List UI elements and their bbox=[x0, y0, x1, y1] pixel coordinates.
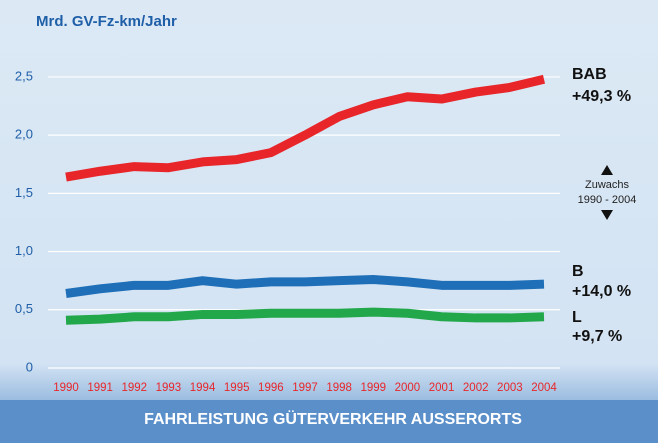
x-tick-label: 1999 bbox=[360, 382, 386, 394]
x-tick-label: 1991 bbox=[87, 382, 113, 394]
x-tick-label: 1994 bbox=[190, 382, 216, 394]
line bbox=[65, 307, 545, 325]
x-tick-label: 1995 bbox=[224, 382, 250, 394]
y-tick-label: 1,5 bbox=[15, 185, 33, 200]
x-tick-label: 1996 bbox=[258, 382, 284, 394]
y-tick-label: 0 bbox=[26, 359, 33, 374]
annotation: 1990 - 2004 bbox=[578, 194, 637, 206]
change-label: +49,3 % bbox=[572, 88, 631, 105]
x-tick-label: 1993 bbox=[156, 382, 182, 394]
annotation: Zuwachs bbox=[585, 179, 630, 191]
plot: 0 0,5 1,0 1,5 2,0 2,5 1990 1991 1992 1993 1994 1995… bbox=[15, 66, 631, 394]
arrow-down bbox=[601, 210, 613, 220]
line bbox=[65, 74, 546, 182]
x-tick-label: 2001 bbox=[429, 382, 455, 394]
y-tick-label: 2,0 bbox=[15, 127, 33, 142]
change-label: +14,0 % bbox=[572, 283, 631, 300]
legend-label: L bbox=[572, 309, 582, 326]
y-tick-label: 1,0 bbox=[15, 243, 33, 258]
line bbox=[65, 275, 545, 298]
x-tick-label: 1990 bbox=[53, 382, 79, 394]
footer-band bbox=[0, 400, 658, 443]
x-tick-label: 2003 bbox=[497, 382, 523, 394]
x-tick-label: 2002 bbox=[463, 382, 489, 394]
x-tick-label: 2004 bbox=[531, 382, 557, 394]
x-tick-label: 1997 bbox=[292, 382, 318, 394]
y-tick-label: 0,5 bbox=[15, 301, 33, 316]
x-tick-label: 2000 bbox=[395, 382, 421, 394]
legend-label: BAB bbox=[572, 66, 607, 83]
x-tick-label: 1998 bbox=[326, 382, 352, 394]
x-tick-label: 1992 bbox=[121, 382, 147, 394]
legend-label: B bbox=[572, 263, 584, 280]
y-tick-label: 2,5 bbox=[15, 68, 33, 83]
chart-title: Mrd. GV-Fz-km/Jahr bbox=[36, 13, 177, 30]
footer-title: FAHRLEISTUNG GÜTERVERKEHR AUSSERORTS bbox=[144, 409, 522, 428]
arrow-up bbox=[601, 165, 613, 175]
change-label: +9,7 % bbox=[572, 328, 622, 345]
